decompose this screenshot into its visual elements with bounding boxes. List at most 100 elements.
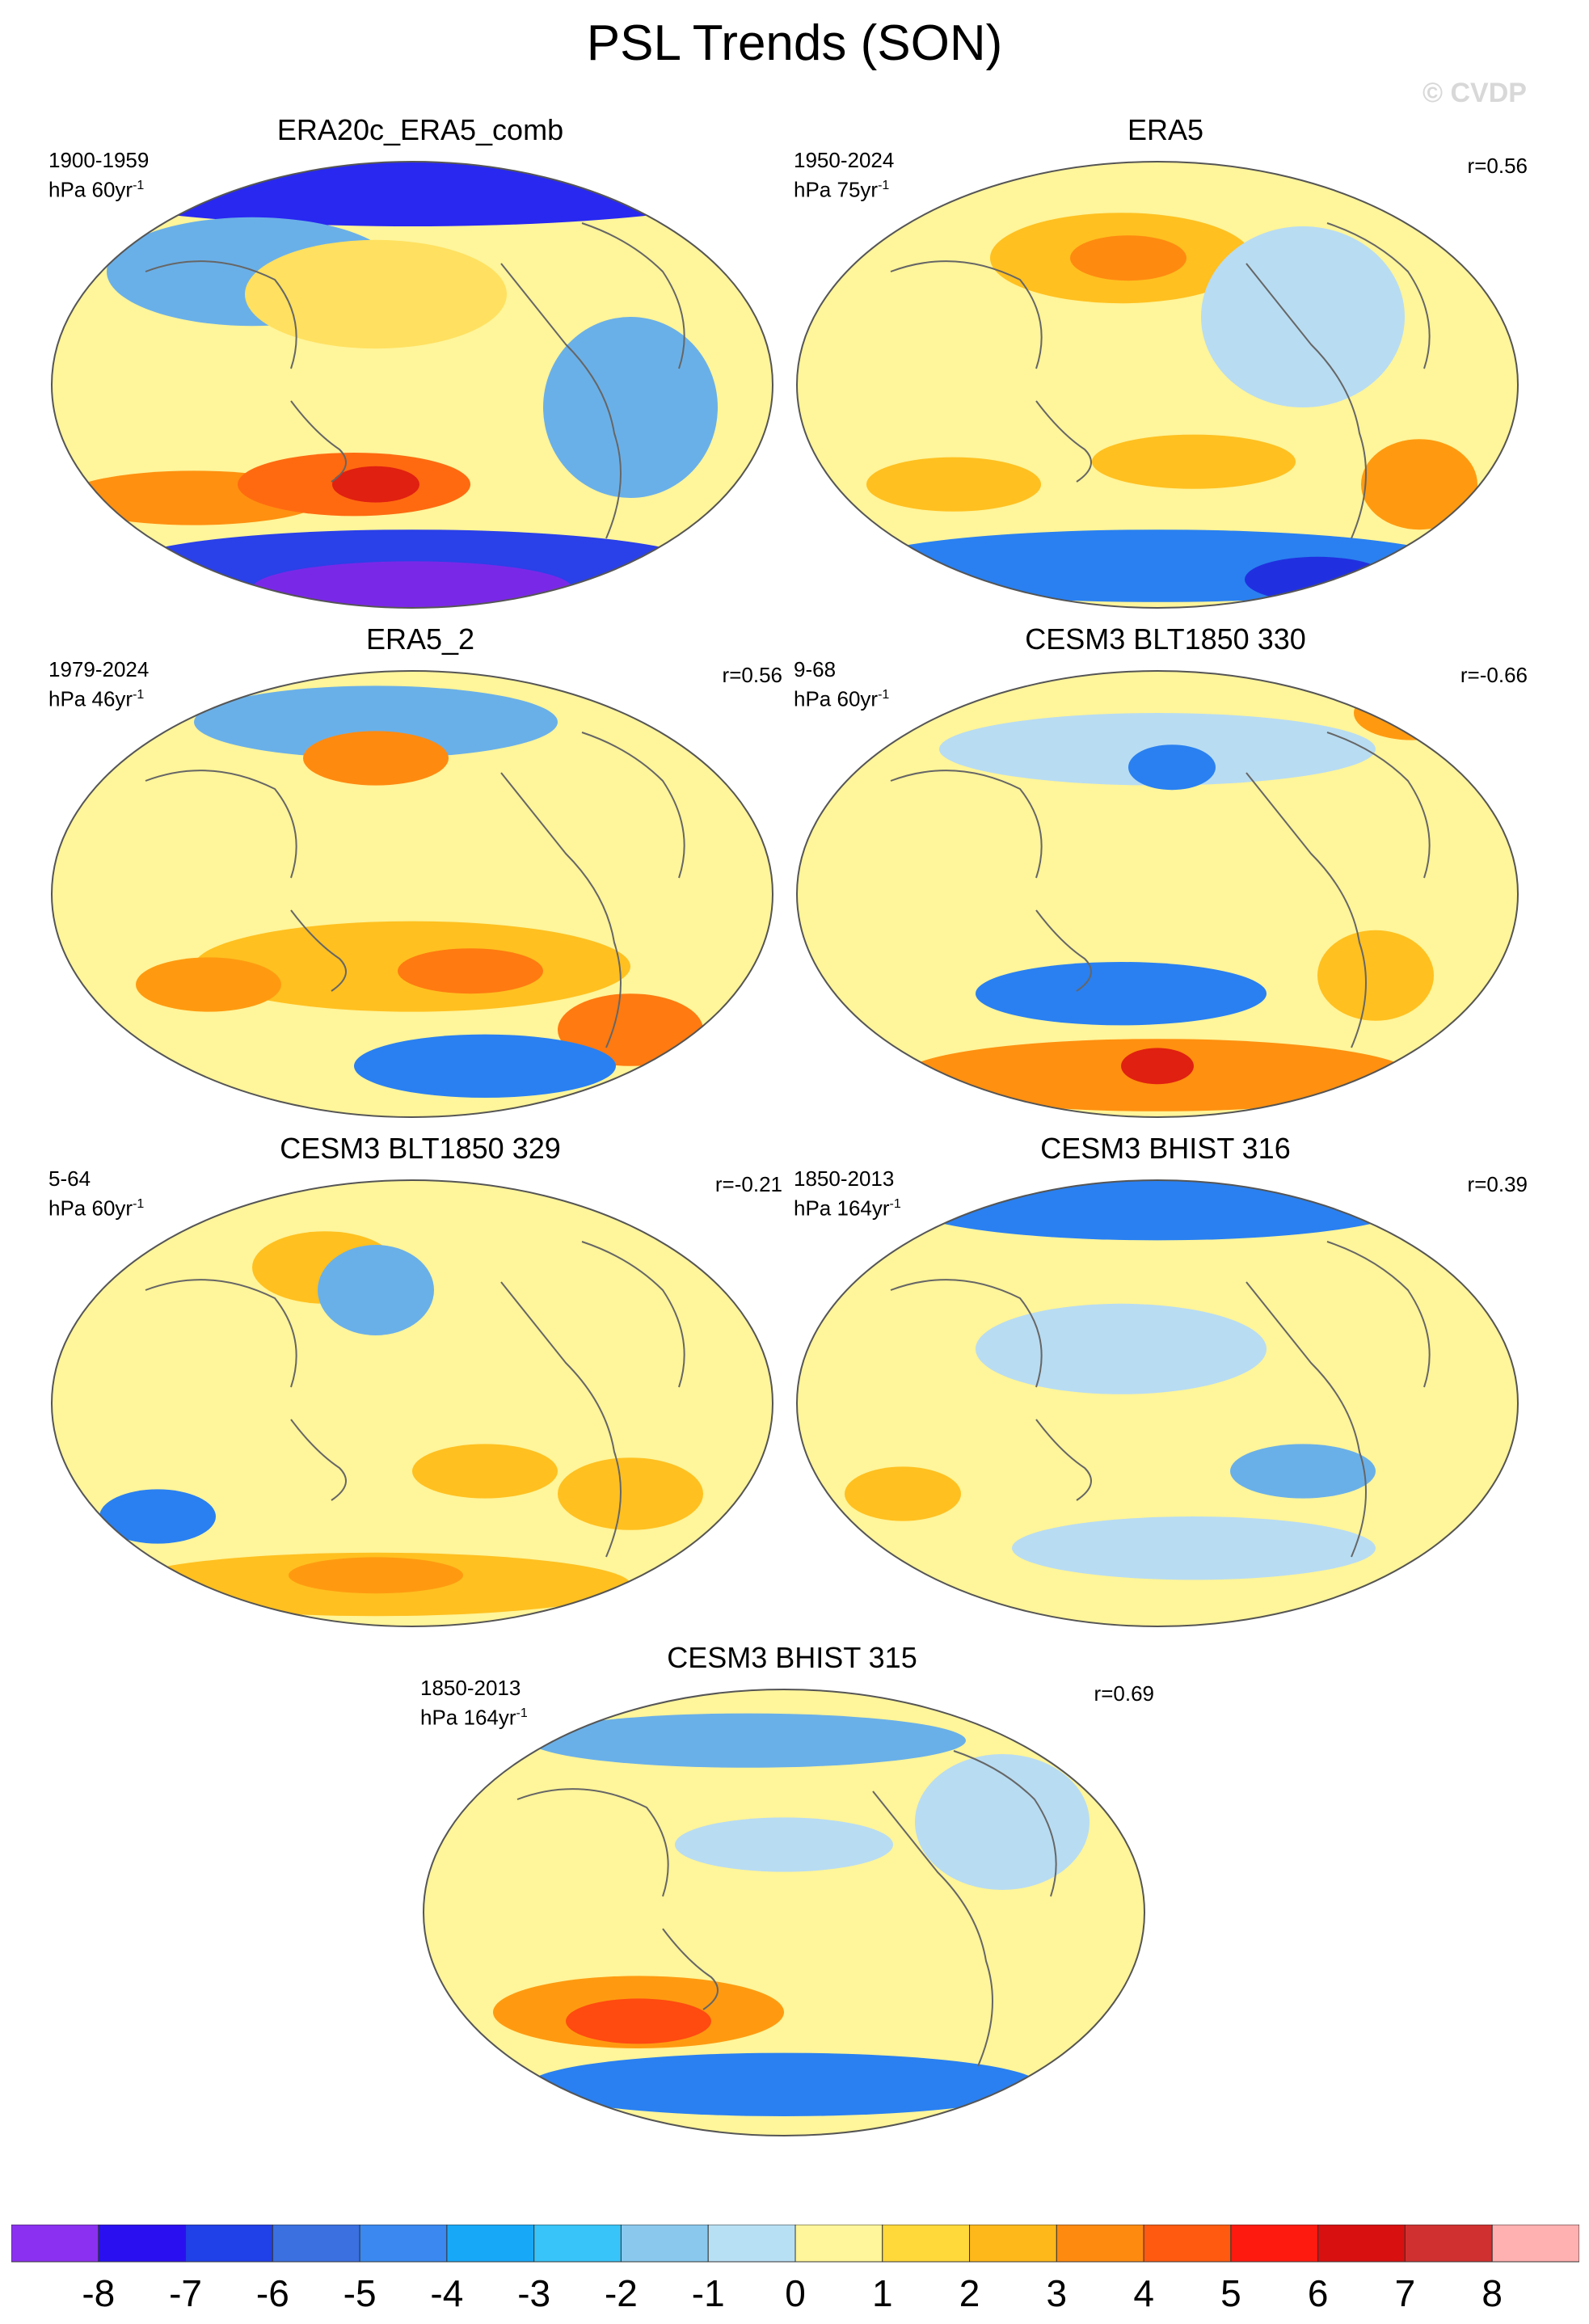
- map-border: [796, 161, 1519, 609]
- trend-contour-region: [976, 962, 1267, 1026]
- map-panel: CESM3 BHIST 315 1850-2013 hPa 164yr-1 r=0.6…: [420, 1641, 1164, 2136]
- trend-units: hPa 75yr-1: [794, 177, 890, 202]
- period-range: 1950-2024: [794, 148, 895, 172]
- trend-contour-region: [318, 1245, 434, 1335]
- colorbar-swatch: [707, 2225, 796, 2263]
- trend-contour-region: [289, 1557, 463, 1594]
- trend-contour-region: [1361, 439, 1477, 530]
- trend-contour-region: [136, 957, 281, 1012]
- coastline: [890, 770, 1043, 879]
- colorbar-swatch: [1491, 2225, 1579, 2263]
- colorbar-labels: -8 -7 -6 -5 -4 -3 -2 -1 0 1 2 3 4 5 6 7 8: [0, 2271, 1589, 2320]
- sea-level-pressure-trend-map: [423, 1689, 1145, 2136]
- colorbar-swatch: [794, 2225, 883, 2263]
- trend-contour-region: [354, 1034, 616, 1098]
- trend-contour-region: [529, 2052, 1039, 2116]
- period-range: 9-68: [794, 657, 837, 681]
- pattern-correlation: r=0.56: [1467, 154, 1528, 178]
- colorbar-swatch: [98, 2225, 187, 2263]
- pattern-correlation: r=0.39: [1467, 1172, 1528, 1196]
- map-panel: CESM3 BLT1850 330 9-68 hPa 60yr-1 r=-0.66: [794, 622, 1537, 1118]
- trend-contour-region: [1092, 434, 1296, 489]
- coastline: [1326, 732, 1431, 879]
- colorbar-tick-label: -6: [255, 2272, 289, 2314]
- trend-contour-region: [845, 1466, 961, 1521]
- trend-units: hPa 164yr-1: [794, 1196, 901, 1221]
- panel-title: CESM3 BHIST 316: [1040, 1132, 1291, 1165]
- colorbar-swatch: [969, 2225, 1057, 2263]
- trend-contour-region: [1354, 685, 1470, 740]
- panel-period: 1979-2024 hPa 46yr-1: [48, 656, 149, 712]
- map-border: [51, 161, 773, 609]
- colorbar-tick-label: 5: [1220, 2272, 1241, 2314]
- colorbar-swatch: [446, 2225, 535, 2263]
- panel-period: 1900-1959 hPa 60yr-1: [48, 147, 149, 203]
- coastline: [516, 1788, 669, 1897]
- trend-contour-region: [529, 1713, 966, 1768]
- trend-units: hPa 60yr-1: [794, 686, 890, 711]
- coastline: [1035, 1419, 1092, 1501]
- trend-contour-region: [99, 1489, 216, 1544]
- colorbar-tick-label: 8: [1482, 2272, 1503, 2314]
- panel-title: CESM3 BHIST 315: [667, 1641, 917, 1674]
- colorbar-swatch: [1143, 2225, 1232, 2263]
- trend-contour-region: [194, 685, 558, 758]
- panel-period: 1950-2024 hPa 75yr-1: [794, 147, 894, 203]
- colorbar-tick-label: 0: [785, 2272, 806, 2314]
- trend-contour-region: [1230, 1444, 1376, 1499]
- map-panel: CESM3 BHIST 316 1850-2013 hPa 164yr-1 r=0.3…: [794, 1132, 1537, 1627]
- map-border: [796, 670, 1519, 1118]
- map-border: [51, 670, 773, 1118]
- trend-contour-region: [1201, 226, 1405, 407]
- coastline: [500, 772, 622, 1048]
- coastline: [581, 222, 685, 369]
- colorbar-swatch: [1056, 2225, 1144, 2263]
- map-border: [423, 1689, 1145, 2136]
- pattern-correlation: r=0.69: [1094, 1681, 1154, 1706]
- colorbar-tick-label: -1: [691, 2272, 725, 2314]
- period-range: 1850-2013: [420, 1676, 521, 1700]
- trend-contour-region: [303, 731, 449, 786]
- colorbar: [11, 2225, 1579, 2263]
- panel-title: ERA20c_ERA5_comb: [276, 113, 564, 146]
- sea-level-pressure-trend-map: [796, 161, 1519, 609]
- colorbar-tick-label: -4: [430, 2272, 464, 2314]
- colorbar-swatch: [1404, 2225, 1493, 2263]
- trend-contour-region: [675, 1817, 893, 1872]
- trend-contour-region: [976, 1303, 1267, 1394]
- trend-contour-region: [412, 1444, 558, 1499]
- pattern-correlation: r=0.56: [722, 663, 782, 687]
- coastline: [872, 1790, 993, 2067]
- colorbar-tick-label: -3: [517, 2272, 551, 2314]
- trend-contour-region: [245, 239, 507, 349]
- coastline: [290, 909, 347, 992]
- colorbar-swatch: [272, 2225, 360, 2263]
- colorbar-tick-label: -8: [82, 2272, 116, 2314]
- coastline: [1326, 222, 1431, 369]
- period-range: 1900-1959: [48, 148, 150, 172]
- trend-contour-region: [1012, 1516, 1376, 1580]
- colorbar-tick-label: 3: [1046, 2272, 1068, 2314]
- map-panel: ERA5 1950-2024 hPa 75yr-1 r=0.56: [794, 113, 1537, 609]
- panel-period: 1850-2013 hPa 164yr-1: [420, 1675, 528, 1731]
- panel-period: 9-68 hPa 60yr-1: [794, 656, 889, 712]
- period-range: 1850-2013: [794, 1166, 895, 1191]
- map-border: [796, 1179, 1519, 1627]
- colorbar-swatch: [11, 2225, 99, 2263]
- trend-contour-region: [1128, 744, 1216, 791]
- coastline: [890, 1279, 1043, 1388]
- colorbar-tick-label: -7: [169, 2272, 202, 2314]
- colorbar-swatch: [185, 2225, 273, 2263]
- map-border: [51, 1179, 773, 1627]
- coastline: [500, 1281, 622, 1558]
- coastline: [145, 770, 297, 879]
- colorbar-tick-label: 7: [1394, 2272, 1416, 2314]
- panel-period: 5-64 hPa 60yr-1: [48, 1166, 144, 1221]
- coastline: [290, 400, 347, 483]
- coastline: [500, 263, 622, 539]
- panel-title: ERA5_2: [365, 622, 475, 656]
- cvdp-watermark: © CVDP: [1423, 78, 1527, 108]
- trend-contour-region: [1245, 556, 1390, 602]
- sea-level-pressure-trend-map: [51, 670, 773, 1118]
- trend-contour-region: [566, 1998, 711, 2044]
